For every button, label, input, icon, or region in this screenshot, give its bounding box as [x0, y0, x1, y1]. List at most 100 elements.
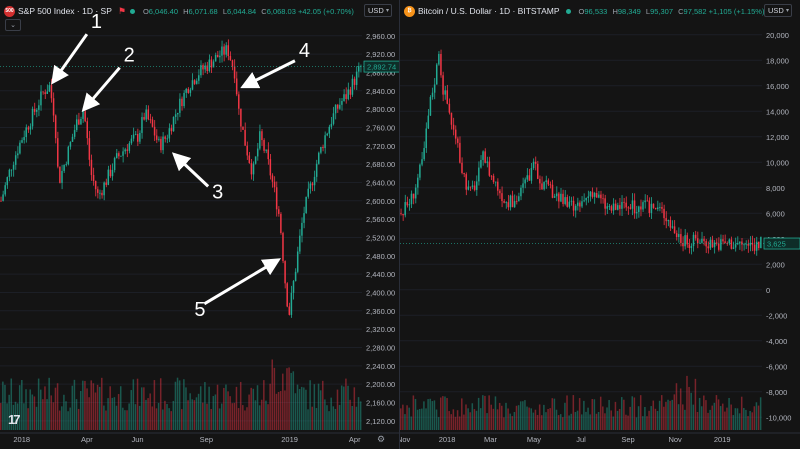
btc-currency-select[interactable]: USD ▾: [764, 4, 792, 17]
btc-volume-bar: [484, 395, 486, 430]
btc-y-tick-label: -2,000: [766, 311, 787, 320]
btc-volume-bar: [591, 399, 594, 430]
btc-volume-bar: [709, 409, 711, 430]
gear-icon[interactable]: ⚙: [377, 434, 386, 444]
flag-icon[interactable]: ⚑: [117, 5, 126, 16]
btc-ohlc: O96,533 H98,349 L95,307 C97,582 +1,105 (…: [578, 6, 765, 16]
market-status-icon: [129, 8, 135, 14]
sp500-chart-canvas[interactable]: 2,120.00 2,160.00 2,200.00 2,240.00 2,280.00…: [0, 0, 399, 449]
sp500-currency-select[interactable]: USD ▾: [364, 4, 392, 17]
btc-candle: [408, 204, 411, 206]
sp500-candle: [235, 78, 238, 95]
btc-volume-bar: [433, 400, 436, 430]
sp500-candle: [326, 133, 328, 136]
annotation-label-1: 1: [91, 11, 102, 33]
btc-volume-bar: [625, 414, 627, 430]
sp500-volume-bar: [122, 407, 124, 430]
sp500-volume-bar: [231, 403, 234, 430]
sp500-candle: [198, 75, 200, 81]
btc-volume-bar: [722, 403, 724, 430]
sp500-candle: [130, 138, 133, 144]
sp500-volume-bar: [328, 411, 330, 430]
btc-candle: [547, 180, 550, 185]
sp500-candle: [334, 104, 337, 114]
btc-candle: [665, 218, 667, 222]
btc-candle: [745, 243, 747, 245]
sp500-volume-bar: [250, 387, 252, 430]
btc-volume-bar: [578, 398, 581, 430]
btc-chart-pane[interactable]: ₿ Bitcoin / U.S. Dollar · 1D · BITSTAMP …: [400, 0, 800, 449]
btc-candle: [414, 187, 417, 199]
sp500-volume-bar: [113, 397, 116, 430]
sp500-candle: [132, 134, 135, 139]
btc-volume-bar: [581, 414, 583, 430]
sp500-candle: [269, 159, 272, 176]
btc-chart-canvas[interactable]: -10,000-8,000-6,000-4,000-2,00002,0004,0…: [400, 0, 800, 449]
btc-volume-bar: [713, 402, 716, 430]
sp500-candle: [78, 119, 80, 125]
sp500-candle: [214, 55, 217, 62]
sp500-chart-pane[interactable]: 500 S&P 500 Index · 1D · SP ⚑ O6,046.40 …: [0, 0, 400, 449]
sp500-candle: [29, 126, 32, 130]
btc-y-tick-label: -6,000: [766, 362, 787, 371]
btc-volume-bar: [677, 404, 680, 430]
btc-candle: [509, 195, 512, 208]
sp500-x-tick-label: Apr: [81, 435, 93, 444]
sp500-candle: [275, 187, 278, 210]
btc-volume-bar: [448, 411, 450, 430]
sp500-volume-bar: [117, 394, 120, 430]
sp500-volume-bar: [183, 379, 185, 430]
sp500-candle: [71, 136, 74, 142]
btc-x-tick-label: 2019: [714, 435, 731, 444]
btc-candle: [444, 90, 446, 95]
btc-volume-bar: [549, 408, 551, 430]
sp500-volume-bar: [279, 391, 282, 430]
btc-volume-bar: [538, 404, 541, 430]
sp500-candle: [31, 108, 34, 127]
btc-volume-bar: [492, 408, 495, 430]
sp500-candle: [86, 121, 88, 139]
btc-candle: [724, 241, 726, 244]
chevron-down-icon: ▾: [385, 8, 389, 14]
sp500-candle: [155, 135, 158, 140]
btc-last-price-label: 3,625: [767, 240, 786, 249]
sp500-candle: [244, 129, 246, 146]
sp500-candle: [311, 183, 314, 186]
sp500-candle: [59, 166, 61, 183]
sp500-candle: [191, 80, 194, 90]
sp500-candle: [183, 92, 185, 107]
btc-volume-bar: [654, 408, 657, 430]
sp500-candle: [357, 66, 360, 72]
sp500-volume-bar: [4, 384, 6, 430]
sp500-volume-bar: [21, 379, 23, 430]
btc-volume-bar: [534, 409, 537, 430]
btc-volume-bar: [547, 408, 549, 430]
btc-volume-bar: [759, 397, 762, 430]
btc-candle: [755, 241, 758, 251]
sp500-candle: [149, 119, 152, 121]
collapse-legend-button[interactable]: ⌄: [5, 19, 21, 31]
btc-volume-bar: [652, 400, 655, 430]
btc-volume-bar: [439, 397, 442, 430]
tradingview-logo-icon[interactable]: 17: [8, 412, 21, 427]
btc-candle: [600, 194, 602, 199]
sp500-volume-bar: [12, 404, 15, 430]
btc-candle: [751, 242, 754, 245]
sp500-candle: [204, 65, 206, 70]
sp500-volume-bar: [298, 389, 301, 430]
btc-candle: [638, 206, 640, 213]
btc-candle: [642, 202, 644, 210]
sp500-volume-bar: [239, 381, 242, 430]
btc-candle: [686, 235, 688, 245]
sp500-volume-bar: [143, 387, 145, 430]
sp500-volume-bar: [153, 380, 156, 430]
sp500-symbol-title[interactable]: S&P 500 Index · 1D · SP: [18, 6, 112, 16]
btc-volume-bar: [635, 417, 638, 430]
btc-y-tick-label: 0: [766, 286, 770, 295]
btc-symbol-title[interactable]: Bitcoin / U.S. Dollar · 1D · BITSTAMP: [418, 6, 560, 16]
btc-volume-bar: [734, 408, 737, 430]
sp500-volume-bar: [313, 384, 316, 430]
btc-x-tick-label: Mar: [484, 435, 497, 444]
btc-volume-bar: [509, 413, 511, 430]
sp500-candle: [292, 281, 295, 293]
